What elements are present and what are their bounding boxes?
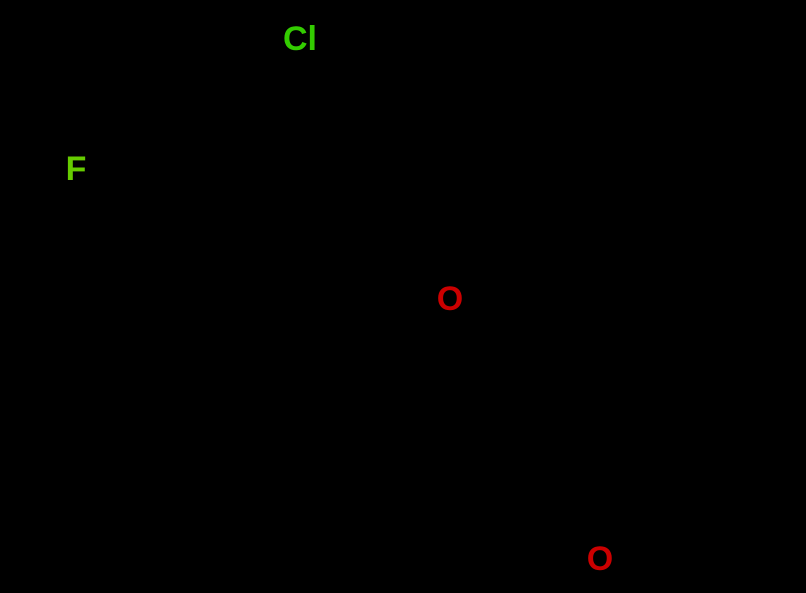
atom-label-o: O xyxy=(587,540,613,578)
atom-label-f: F xyxy=(66,150,87,188)
atom-label-cl: Cl xyxy=(283,20,317,58)
atom-label-o: O xyxy=(437,280,463,318)
molecule-diagram: Cl F O O xyxy=(0,0,806,593)
diagram-background xyxy=(0,0,806,593)
